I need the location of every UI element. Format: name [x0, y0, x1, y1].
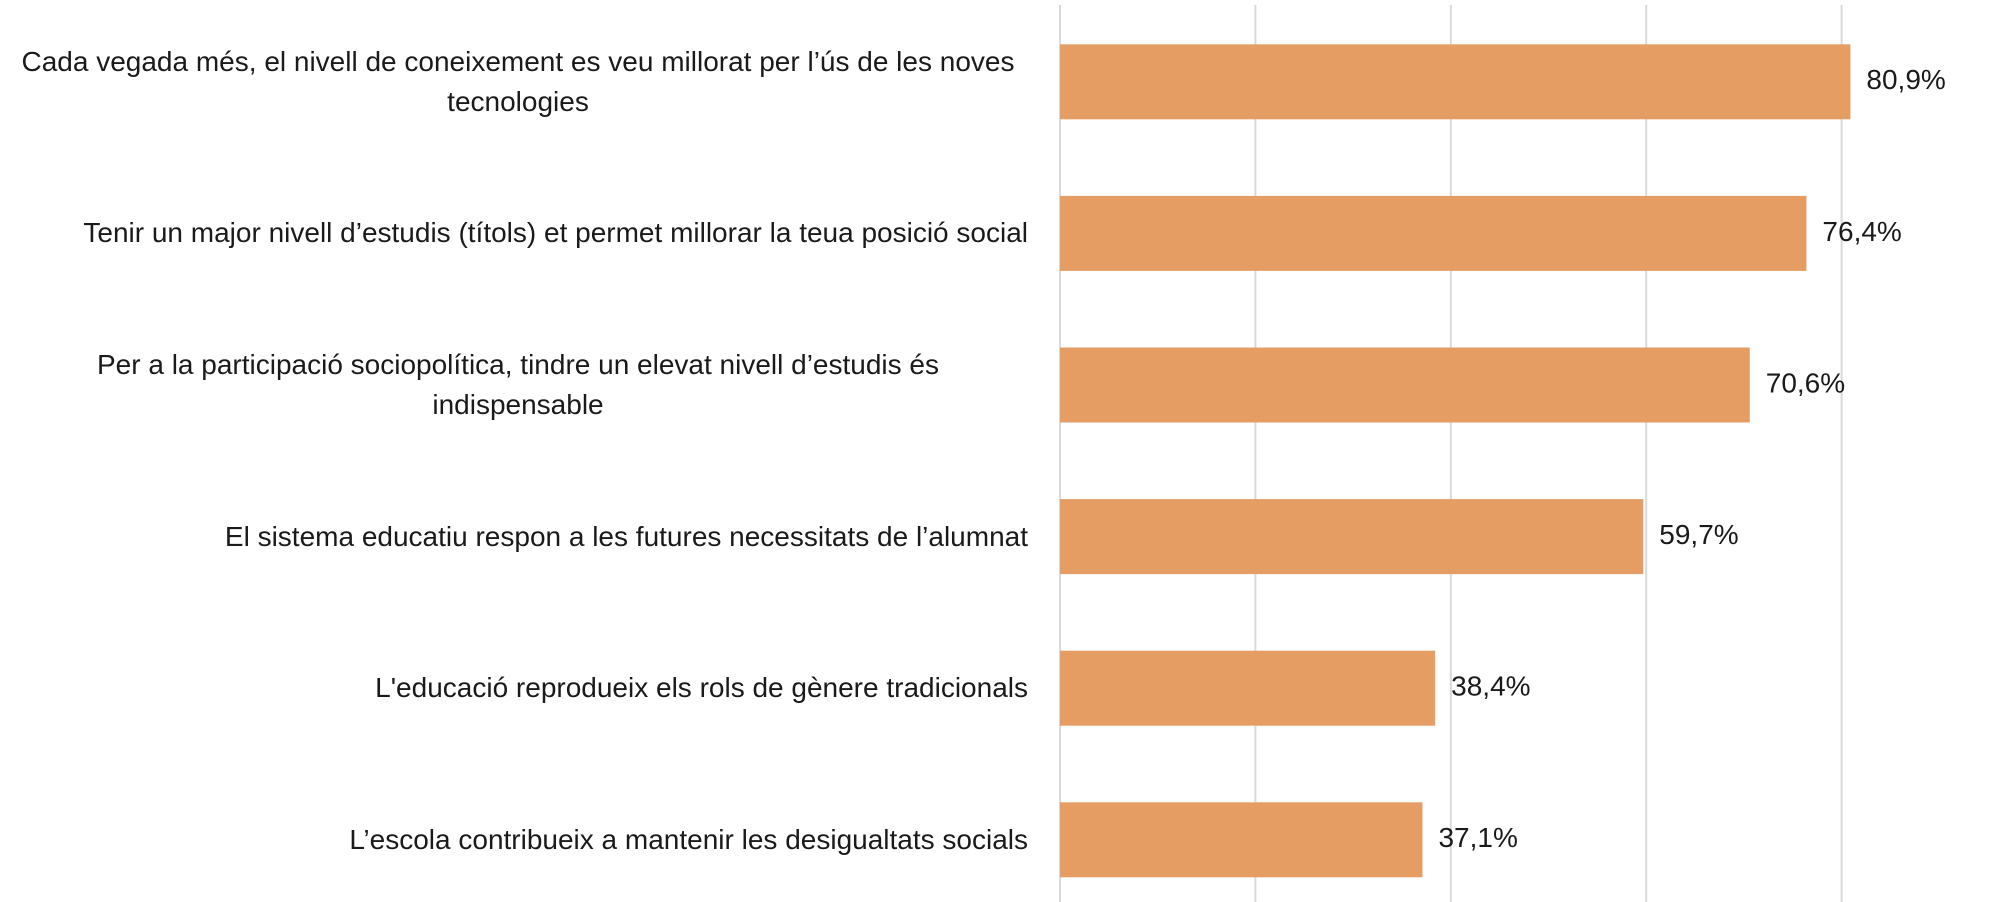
category-label-box: Tenir un major nivell d’estudis (títols)…	[0, 173, 1028, 293]
category-label: Per a la participació sociopolítica, tin…	[96, 349, 939, 420]
category-label: Cada vegada més, el nivell de coneixemen…	[21, 45, 1015, 117]
category-label-box: Per a la participació sociopolítica, tin…	[0, 325, 1028, 445]
value-label: 70,6%	[1766, 367, 1845, 398]
category-label-box: Cada vegada més, el nivell de coneixemen…	[0, 22, 1028, 142]
category-label: L'educació reprodueix els rols de gènere…	[375, 672, 1028, 704]
bar	[1060, 802, 1423, 878]
bar	[1060, 44, 1851, 120]
bar	[1060, 195, 1807, 271]
category-label-box: L’escola contribueix a mantenir les desi…	[0, 780, 1028, 900]
category-label: L’escola contribueix a mantenir les desi…	[349, 823, 1028, 855]
value-label: 80,9%	[1866, 64, 1945, 95]
bar	[1060, 499, 1644, 575]
category-label: El sistema educatiu respon a les futures…	[224, 520, 1028, 552]
category-label: Tenir un major nivell d’estudis (títols)…	[83, 217, 1028, 249]
value-label: 76,4%	[1822, 216, 1901, 247]
category-label-box: El sistema educatiu respon a les futures…	[0, 477, 1028, 597]
value-label: 38,4%	[1451, 671, 1530, 702]
value-label: 59,7%	[1659, 519, 1738, 550]
bar	[1060, 347, 1750, 423]
bar	[1060, 650, 1436, 726]
category-label-box: L'educació reprodueix els rols de gènere…	[0, 628, 1028, 748]
value-label: 37,1%	[1438, 822, 1517, 853]
